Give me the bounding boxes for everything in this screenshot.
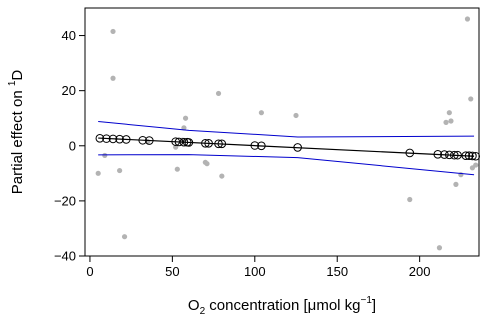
residual-point-26 — [468, 96, 474, 102]
y-tick-label-3: 20 — [62, 83, 76, 98]
residual-point-10 — [181, 125, 187, 131]
residual-point-18 — [407, 196, 413, 203]
fit-marker-4 — [121, 135, 131, 144]
fit-marker-21 — [440, 150, 449, 159]
y-tick-label-1: −20 — [54, 193, 76, 208]
residual-point-3 — [110, 75, 116, 81]
x-tick-label-2: 100 — [244, 264, 266, 279]
fit-marker-6 — [144, 136, 154, 145]
residual-point-25 — [464, 16, 471, 22]
fit-marker-17 — [257, 141, 266, 151]
fit-marker-28 — [471, 151, 481, 161]
x-axis: 0 50 100 150 200 — [86, 256, 431, 279]
residual-point-2 — [110, 28, 116, 35]
fit-marker-11 — [184, 138, 194, 147]
fit-marker-14 — [214, 139, 223, 149]
fit-marker-15 — [217, 139, 227, 149]
fit-marker-23 — [449, 150, 459, 160]
residual-point-16 — [258, 110, 264, 116]
fit-line-path — [98, 137, 475, 157]
y-tick-label-2: 0 — [69, 138, 76, 153]
residual-point-20 — [443, 119, 449, 125]
residual-point-4 — [117, 167, 123, 174]
residual-point-17 — [293, 112, 299, 119]
residual-point-22 — [448, 118, 454, 124]
fit-marker-19 — [405, 148, 415, 158]
residual-point-1 — [102, 152, 108, 159]
residual-point-19 — [436, 245, 443, 251]
fit-marker-3 — [115, 134, 124, 144]
fit-marker-5 — [138, 135, 147, 145]
residual-point-23 — [453, 181, 459, 187]
fit-marker-9 — [179, 137, 189, 147]
fit-marker-26 — [464, 151, 474, 160]
y-axis: −40 −20 0 20 40 — [54, 28, 85, 264]
fit-line — [98, 137, 475, 157]
x-tick-label-0: 0 — [86, 264, 93, 279]
y-tick-label-0: −40 — [54, 249, 76, 264]
confidence-band — [98, 121, 475, 176]
fit-marker-24 — [453, 150, 462, 160]
plot-frame — [84, 7, 480, 257]
fit-marker-25 — [461, 151, 471, 160]
fit-marker-12 — [201, 138, 210, 148]
fit-marker-18 — [293, 143, 302, 152]
residual-point-11 — [182, 115, 189, 121]
residual-point-7 — [173, 144, 179, 150]
residual-points — [95, 16, 479, 251]
fit-marker-27 — [468, 151, 477, 161]
residual-point-13 — [204, 161, 210, 167]
fit-marker-7 — [171, 137, 180, 146]
residual-point-0 — [95, 170, 101, 176]
residual-point-14 — [215, 90, 222, 97]
fit-markers — [95, 134, 481, 161]
fit-marker-0 — [95, 134, 105, 143]
fit-marker-13 — [204, 138, 213, 148]
fit-marker-16 — [250, 141, 260, 150]
x-tick-label-3: 150 — [326, 264, 348, 279]
residual-point-5 — [121, 234, 128, 240]
residual-point-28 — [473, 162, 479, 168]
fit-marker-22 — [445, 150, 454, 160]
residual-point-21 — [446, 110, 452, 116]
residual-point-8 — [174, 166, 180, 172]
x-axis-title: O2 concentration [μmol kg−1] — [188, 295, 376, 317]
fit-marker-8 — [174, 137, 184, 147]
fit-marker-20 — [433, 150, 443, 159]
y-tick-label-4: 40 — [62, 28, 76, 43]
ci-upper-line — [98, 121, 475, 138]
fit-marker-2 — [108, 134, 118, 144]
x-tick-label-1: 50 — [165, 264, 179, 279]
fit-marker-1 — [102, 134, 111, 143]
residual-point-15 — [219, 173, 225, 179]
y-axis-title: Partial effect on 1D — [7, 70, 26, 195]
x-tick-label-4: 200 — [409, 264, 431, 279]
ci-lower-line — [98, 154, 475, 176]
